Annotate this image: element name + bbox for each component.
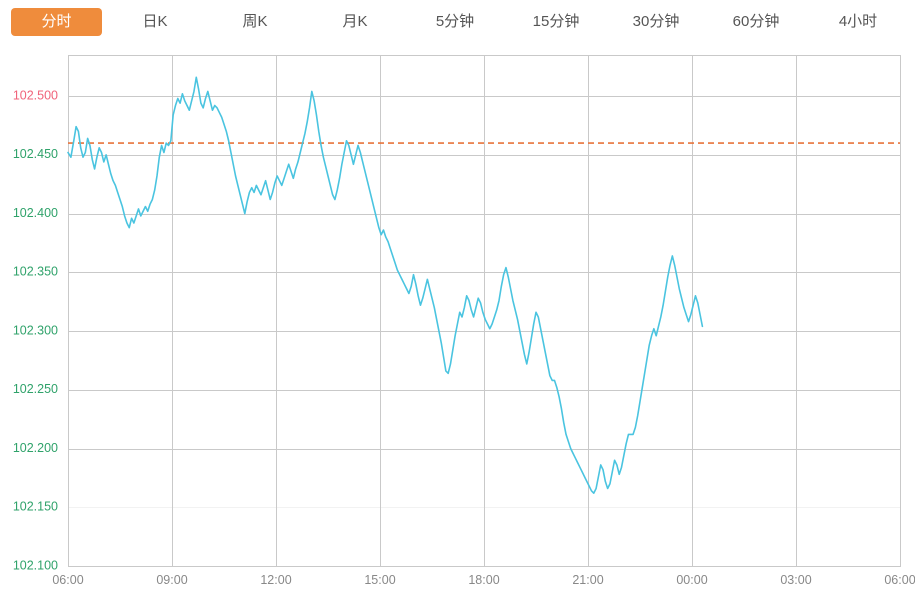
timeframe-tab-1[interactable]: 日K	[142, 13, 168, 30]
x-axis-tick-label: 12:00	[260, 573, 291, 587]
timeframe-tab-7[interactable]: 60分钟	[732, 13, 780, 30]
y-axis-tick-label: 102.250	[13, 382, 58, 396]
y-axis-tick-label: 102.500	[13, 88, 58, 102]
y-axis-tick-label: 102.100	[13, 558, 58, 572]
x-axis-tick-label: 21:00	[572, 573, 603, 587]
timeframe-tab-2[interactable]: 周K	[242, 13, 268, 30]
y-axis-labels: 102.500 102.450 102.400 102.350 102.300 102.2…	[13, 88, 58, 572]
y-axis-tick-label: 102.400	[13, 206, 58, 220]
timeframe-tab-4[interactable]: 5分钟	[435, 13, 475, 30]
timeframe-tab-5[interactable]: 15分钟	[532, 13, 580, 30]
x-axis-tick-label: 00:00	[676, 573, 707, 587]
y-axis-tick-label: 102.450	[13, 147, 58, 161]
y-axis-tick-label: 102.200	[13, 441, 58, 455]
price-line-series	[67, 76, 704, 494]
price-chart[interactable]: 102.500 102.450 102.400 102.350 102.300 102.2…	[0, 45, 915, 590]
x-axis-tick-label: 09:00	[156, 573, 187, 587]
x-axis-tick-label: 18:00	[468, 573, 499, 587]
price-chart-container: 102.500 102.450 102.400 102.350 102.300 102.2…	[0, 45, 915, 590]
timeframe-tab-0[interactable]: 分时	[11, 8, 102, 36]
timeframe-tab-6[interactable]: 30分钟	[632, 13, 680, 30]
timeframe-tab-8[interactable]: 4小时	[838, 13, 878, 30]
chart-gridlines	[68, 55, 901, 567]
timeframe-tab-bar: 分时 日K 周K 月K 5分钟 15分钟 30分钟 60分钟 4小时	[0, 0, 915, 45]
y-axis-tick-label: 102.350	[13, 265, 58, 279]
y-axis-tick-label: 102.150	[13, 500, 58, 514]
x-axis-tick-label: 15:00	[364, 573, 395, 587]
plot-border	[68, 55, 901, 567]
x-axis-labels: 06:00 09:00 12:00 15:00 18:00 21:00 00:00 03:00…	[52, 573, 915, 587]
x-axis-tick-label: 06:00	[884, 573, 915, 587]
x-axis-tick-label: 06:00	[52, 573, 83, 587]
timeframe-tab-3[interactable]: 月K	[342, 13, 368, 30]
y-axis-tick-label: 102.300	[13, 323, 58, 337]
x-axis-tick-label: 03:00	[780, 573, 811, 587]
